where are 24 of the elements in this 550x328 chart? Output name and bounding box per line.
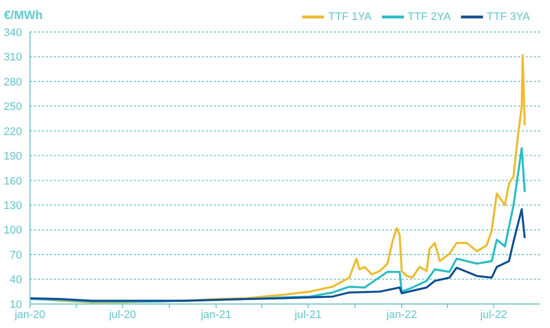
x-tick-label: jul-22 — [479, 308, 508, 321]
line-series — [30, 208, 526, 302]
line-series — [30, 147, 526, 303]
y-tick-label: 10 — [10, 298, 22, 311]
y-tick-label: 340 — [4, 26, 22, 39]
y-tick-label: 190 — [4, 150, 22, 163]
y-axis-title: €/MWh — [4, 8, 43, 22]
y-tick-label: 130 — [4, 200, 22, 212]
x-tick-label: jan-22 — [385, 308, 417, 321]
legend-label: TTF 3YA — [486, 10, 530, 23]
y-tick-label: 100 — [4, 224, 22, 237]
x-tick-label: jan-20 — [14, 308, 46, 321]
x-tick-label: jul-21 — [294, 308, 322, 321]
y-tick-label: 280 — [4, 76, 22, 88]
x-tick-label: jan-21 — [200, 308, 232, 321]
x-tick-label: jul-20 — [108, 308, 136, 321]
y-tick-label: 250 — [4, 101, 22, 114]
y-tick-label: 310 — [4, 52, 22, 64]
y-tick-label: 70 — [10, 249, 22, 262]
legend-label: TTF 2YA — [408, 10, 451, 23]
y-tick-label: 40 — [10, 274, 22, 286]
y-tick-label: 160 — [4, 175, 22, 188]
y-tick-label: 220 — [4, 126, 22, 138]
legend-label: TTF 1YA — [328, 10, 372, 23]
